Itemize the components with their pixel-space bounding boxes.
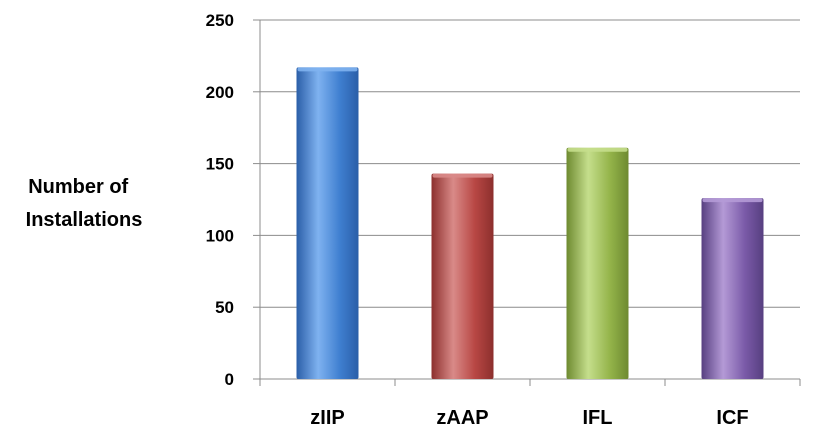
y-tick-labels: 0 50 100 150 200 250 [206, 11, 234, 389]
y-axis-label: Number of Installations [26, 176, 143, 231]
x-tick-label: zIIP [310, 407, 344, 429]
y-tick-label: 200 [206, 83, 234, 102]
bar-icf [702, 198, 764, 379]
bars [297, 67, 764, 379]
bar-zaap [432, 174, 494, 379]
y-axis-label-line-1: Number of [28, 176, 128, 198]
bar-ifl [567, 148, 629, 379]
bar-cap [568, 148, 628, 152]
x-tick-label: ICF [716, 407, 748, 429]
y-axis-label-line-2: Installations [26, 209, 143, 231]
bar-cap [433, 174, 493, 178]
bar-ziip [297, 67, 359, 379]
y-tick-label: 250 [206, 11, 234, 30]
bar-cap [298, 67, 358, 71]
y-tick-label: 50 [215, 298, 234, 317]
x-tick-labels: zIIP zAAP IFL ICF [310, 407, 748, 429]
y-tick-label: 100 [206, 226, 234, 245]
y-tick-label: 150 [206, 155, 234, 174]
x-tick-label: zAAP [436, 407, 488, 429]
bar-cap [703, 198, 763, 202]
x-tick-label: IFL [583, 407, 613, 429]
y-tick-label: 0 [225, 370, 234, 389]
